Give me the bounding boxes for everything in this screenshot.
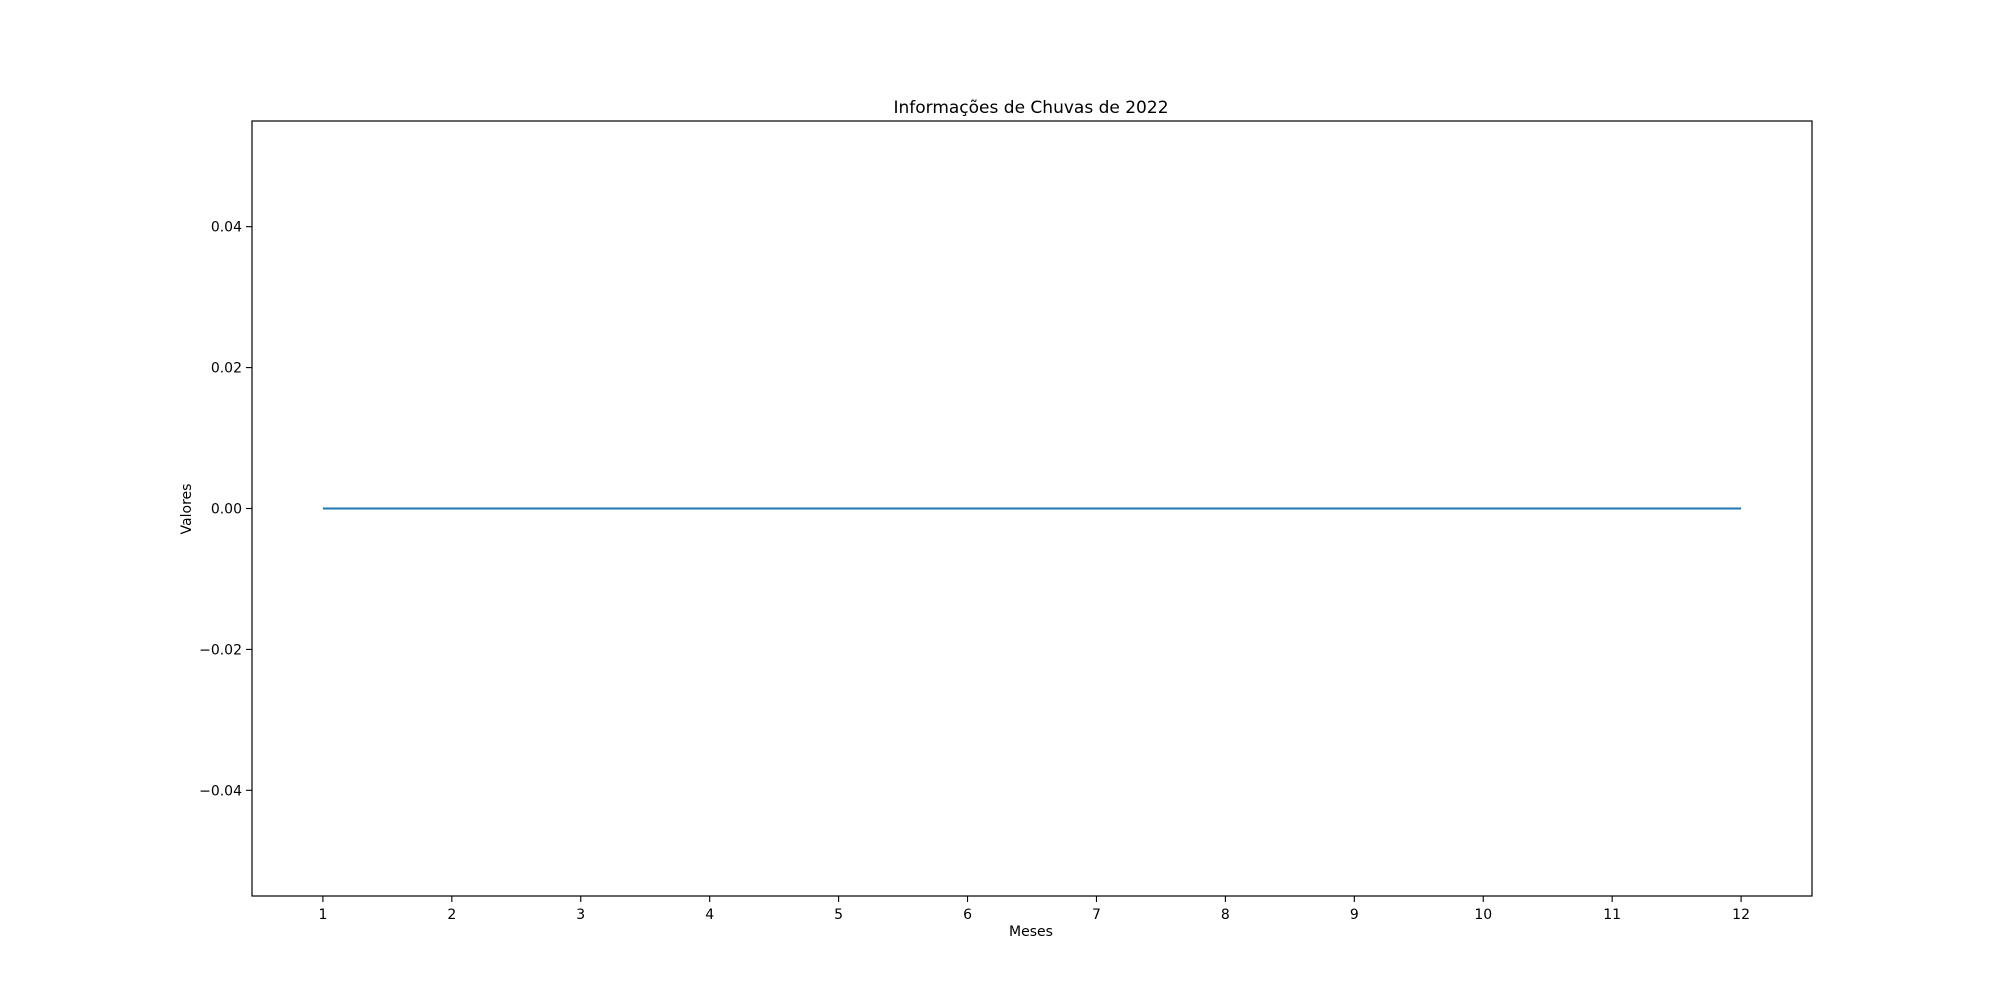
y-tick-label: −0.02 [199, 642, 242, 658]
y-axis: −0.04 −0.02 0.00 0.02 0.04 [199, 220, 252, 799]
x-tick-label: 3 [576, 907, 585, 923]
x-tick-label: 8 [1221, 907, 1230, 923]
axes-frame [251, 120, 1813, 897]
x-tick-label: 12 [1732, 907, 1750, 923]
x-tick-label: 7 [1092, 907, 1101, 923]
x-tick-label: 1 [318, 907, 327, 923]
x-axis: 1 2 3 4 5 6 7 8 9 10 11 12 [318, 896, 1750, 923]
y-tick-label: −0.04 [199, 783, 242, 799]
y-axis-label: Valores [179, 484, 195, 535]
x-tick-label: 2 [447, 907, 456, 923]
x-axis-label: Meses [1009, 924, 1053, 940]
y-tick-label: 0.00 [211, 502, 242, 518]
chart-title: Informações de Chuvas de 2022 [893, 98, 1168, 118]
x-tick-label: 11 [1603, 907, 1621, 923]
x-tick-label: 5 [834, 907, 843, 923]
y-tick-label: 0.02 [211, 361, 242, 377]
y-tick-label: 0.04 [211, 220, 242, 236]
x-tick-label: 9 [1350, 907, 1359, 923]
x-tick-label: 6 [963, 907, 972, 923]
x-tick-label: 4 [705, 907, 714, 923]
x-tick-label: 10 [1474, 907, 1492, 923]
